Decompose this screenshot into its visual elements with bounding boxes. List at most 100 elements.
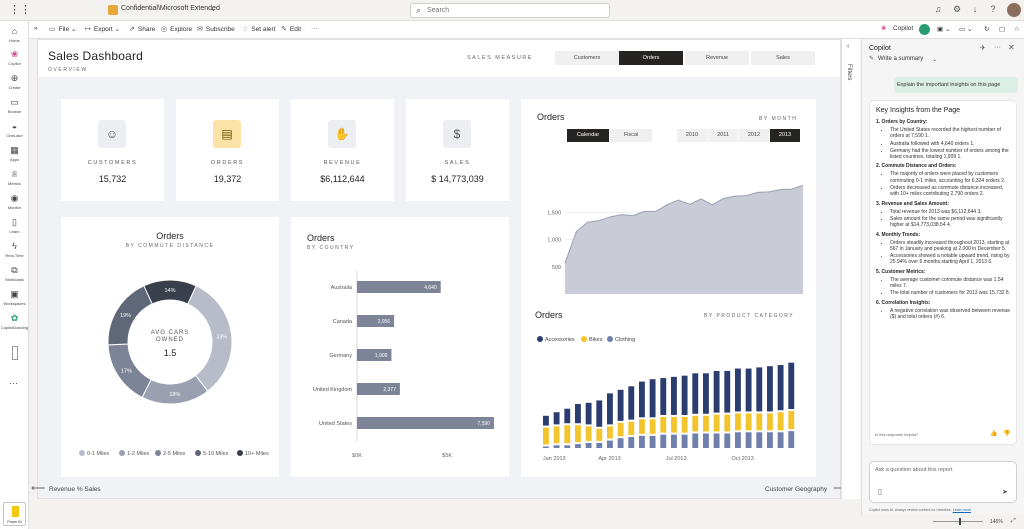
more-icon[interactable]: ···: [994, 44, 1001, 51]
filters-pane[interactable]: ‹ Filters: [841, 39, 860, 499]
nav-item-real-time[interactable]: ϟ Real-Time: [5, 241, 24, 258]
download-icon[interactable]: ↓: [972, 4, 978, 14]
pin-icon[interactable]: ✈: [980, 45, 986, 52]
file-title[interactable]: Confidential\Microsoft Extended: [121, 5, 220, 12]
refresh-icon[interactable]: ↻: [984, 26, 990, 33]
category-label: Canada: [333, 319, 353, 325]
edit-button[interactable]: ✎ Edit: [281, 26, 302, 33]
nav-item-browse[interactable]: ▭ Browse: [7, 97, 22, 114]
nav-item-copilotdashing[interactable]: ✿ CopilotDashing: [0, 313, 29, 330]
next-page-link[interactable]: Customer Geography: [765, 486, 828, 493]
bar-value-label: 7,590: [477, 421, 490, 427]
category-segment: [681, 416, 688, 433]
view-icon[interactable]: ▣ ⌄: [937, 26, 951, 33]
nav-item-apps[interactable]: ▦ Apps: [9, 145, 20, 162]
workspaces-icon: ▣: [10, 289, 19, 299]
kpi-card-revenue[interactable]: ✋ REVENUE $6,112,644: [291, 99, 394, 201]
bookmark-icon[interactable]: ☆: [1014, 26, 1020, 33]
thumbs-down-icon[interactable]: 👎: [1003, 431, 1011, 437]
collapse-icon[interactable]: ‹: [847, 43, 850, 50]
kpi-card-orders[interactable]: ▤ ORDERS 19,372: [176, 99, 279, 201]
dashboard-header: Sales Dashboard OVERVIEW SALES MEASURE C…: [38, 40, 840, 77]
nav-item-onelake[interactable]: ◒ OneLake: [6, 121, 23, 138]
category-segment: [575, 425, 581, 443]
category-segment: [703, 433, 709, 448]
file-menu[interactable]: ▭ File ⌄: [49, 26, 77, 33]
export-menu[interactable]: ↦ Export ⌄: [85, 26, 120, 33]
send-icon[interactable]: ➤: [1002, 489, 1008, 496]
arrow-right-icon[interactable]: ⟶: [833, 483, 847, 494]
copilot-button[interactable]: Copilot: [893, 25, 914, 32]
report-canvas: Sales Dashboard OVERVIEW SALES MEASURE C…: [37, 39, 841, 499]
year-button-2010[interactable]: 2010: [677, 129, 707, 142]
nav-item-copilot[interactable]: ❀ Copilot: [8, 49, 21, 66]
copilot-status-icon[interactable]: [919, 24, 930, 35]
zoom-slider[interactable]: [933, 521, 983, 522]
nav-item-metrics[interactable]: ♕ Metrics: [8, 169, 21, 186]
calendar-button[interactable]: Calendar: [567, 129, 609, 142]
category-segment: [692, 433, 699, 448]
category-segment: [681, 375, 688, 415]
write-summary-button[interactable]: Write a summary: [878, 56, 924, 62]
app-launcher-icon[interactable]: ⋮⋮: [9, 4, 31, 16]
nav-item-learn[interactable]: ▯ Learn: [9, 217, 20, 234]
explore-button[interactable]: ◎ Explore: [161, 26, 193, 33]
measure-tab-revenue[interactable]: Revenue: [685, 51, 749, 65]
nav-item-workloads[interactable]: ⧉ Workloads: [5, 265, 24, 282]
learn-more-link[interactable]: Learn more: [952, 508, 972, 512]
nav-item-workspaces[interactable]: ▣ Workspaces: [3, 289, 26, 306]
page-title: Sales Dashboard: [48, 49, 144, 63]
nav-item-monitor[interactable]: ◉ Monitor: [7, 193, 22, 210]
avatar[interactable]: [1007, 3, 1021, 17]
legend-label: 5-10 Miles: [203, 451, 229, 457]
copilot-input[interactable]: Ask a question about this report ▯ ➤: [869, 461, 1017, 503]
zoom-handle[interactable]: [959, 518, 961, 525]
year-button-2011[interactable]: 2011: [708, 129, 738, 142]
search-icon: ⌕: [416, 5, 422, 15]
category-segment: [724, 433, 731, 448]
layout-icon[interactable]: ▭ ⌄: [959, 26, 973, 33]
close-icon[interactable]: ✕: [1008, 43, 1015, 52]
kpi-label: CUSTOMERS: [87, 160, 138, 166]
fiscal-button[interactable]: Fiscal: [610, 129, 652, 142]
nav-item-create[interactable]: ⊕ Create: [8, 73, 21, 90]
power-bi-switcher[interactable]: Power BI: [3, 502, 26, 526]
report-tab-icon[interactable]: [12, 346, 18, 360]
orders-area: [565, 185, 803, 294]
subscribe-button[interactable]: ✉ Subscribe: [197, 26, 235, 33]
set-alert-button[interactable]: ♢ Set alert: [242, 26, 276, 33]
fit-page-icon[interactable]: ⤢: [1011, 518, 1016, 524]
measure-tab-customers[interactable]: Customers: [555, 51, 619, 65]
top-bar: ⋮⋮ Confidential\Microsoft Extended ⌄ ⌕ ♫…: [0, 0, 1024, 21]
attach-icon[interactable]: ▯: [878, 489, 882, 496]
kpi-card-sales[interactable]: $ SALES $ 14,773,039: [406, 99, 509, 201]
bell-icon[interactable]: ♫: [934, 4, 942, 14]
measure-tab-orders[interactable]: Orders: [619, 51, 683, 65]
help-icon[interactable]: ?: [990, 4, 996, 14]
nav-item-home[interactable]: ⌂ Home: [9, 26, 20, 43]
orders-by-country-chart: Australia 4,640 Canada 2,056 Germany 1,909 Uni…: [313, 271, 494, 459]
kpi-card-customers[interactable]: ☺ CUSTOMERS 15,732: [61, 99, 164, 201]
more-icon[interactable]: ···: [9, 378, 18, 388]
prev-page-link[interactable]: Revenue % Sales: [49, 486, 101, 493]
chevron-down-icon[interactable]: ⌄: [932, 57, 938, 63]
copilot-icon[interactable]: ❀: [881, 25, 887, 32]
thumbs-up-icon[interactable]: 👍: [990, 431, 998, 437]
kpi-label: ORDERS: [210, 160, 245, 166]
year-button-2013[interactable]: 2013: [770, 129, 800, 142]
collapse-nav-icon[interactable]: »: [34, 25, 38, 32]
power-bi-icon: [12, 506, 19, 517]
chevron-down-icon[interactable]: ⌄: [210, 4, 217, 13]
year-button-2012[interactable]: 2012: [739, 129, 769, 142]
arrow-left-icon[interactable]: ⟵: [31, 483, 46, 494]
settings-icon[interactable]: ⚙: [952, 4, 962, 14]
answer-title: Key Insights from the Page: [876, 107, 961, 114]
more-options-button[interactable]: ···: [311, 25, 318, 32]
donut-center-label: AVG CARS: [150, 330, 190, 336]
share-button[interactable]: ⇗ Share: [129, 26, 156, 33]
measure-tab-sales[interactable]: Sales: [751, 51, 815, 65]
search-input[interactable]: [427, 7, 597, 14]
pencil-icon: ✎: [281, 26, 287, 33]
search-box[interactable]: ⌕: [410, 3, 610, 18]
comment-icon[interactable]: ▢: [999, 26, 1006, 33]
